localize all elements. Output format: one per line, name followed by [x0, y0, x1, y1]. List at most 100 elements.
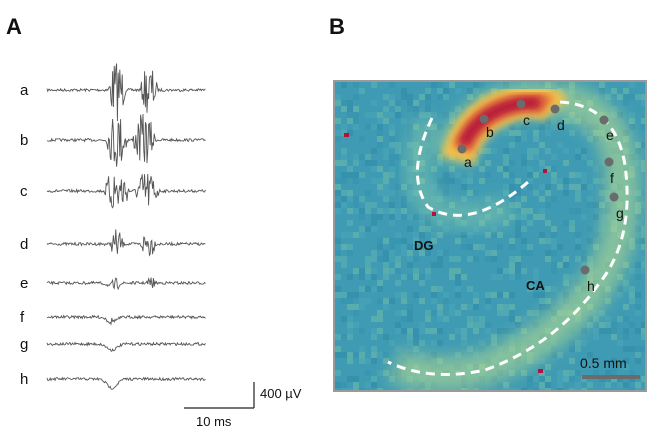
panel-b-label: B [329, 14, 345, 39]
noise-pixel [485, 340, 491, 346]
noise-pixel [629, 250, 635, 256]
noise-pixel [371, 106, 377, 112]
noise-pixel [353, 250, 359, 256]
noise-pixel [407, 142, 413, 148]
noise-pixel [587, 106, 593, 112]
noise-pixel [473, 88, 479, 94]
noise-pixel [467, 178, 473, 184]
noise-pixel [431, 328, 437, 334]
noise-pixel [425, 94, 431, 100]
noise-pixel [473, 100, 479, 106]
noise-pixel [353, 322, 359, 328]
noise-pixel [635, 328, 641, 334]
noise-pixel [419, 232, 425, 238]
noise-pixel [641, 172, 645, 178]
electrode-h [580, 265, 590, 275]
noise-pixel [503, 154, 509, 160]
noise-pixel [353, 100, 359, 106]
noise-pixel [461, 220, 467, 226]
noise-pixel [617, 184, 623, 190]
noise-pixel [593, 136, 599, 142]
noise-pixel [533, 136, 539, 142]
electrode-label-f: f [610, 170, 614, 186]
noise-pixel [509, 172, 515, 178]
noise-pixel [527, 376, 533, 382]
noise-pixel [419, 208, 425, 214]
noise-pixel [533, 154, 539, 160]
noise-pixel [335, 286, 341, 292]
noise-pixel [605, 268, 611, 274]
noise-pixel [419, 106, 425, 112]
noise-pixel [389, 358, 395, 364]
noise-pixel [425, 328, 431, 334]
noise-pixel [359, 328, 365, 334]
noise-pixel [407, 244, 413, 250]
noise-pixel [353, 172, 359, 178]
noise-pixel [365, 148, 371, 154]
noise-pixel [605, 298, 611, 304]
noise-pixel [605, 316, 611, 322]
noise-pixel [587, 202, 593, 208]
noise-pixel [527, 184, 533, 190]
noise-pixel [359, 196, 365, 202]
noise-pixel [521, 226, 527, 232]
noise-pixel [503, 166, 509, 172]
noise-pixel [419, 340, 425, 346]
noise-pixel [575, 340, 581, 346]
noise-pixel [551, 106, 557, 112]
noise-pixel [605, 130, 611, 136]
electrode-g [609, 192, 619, 202]
noise-pixel [497, 244, 503, 250]
noise-pixel [413, 328, 419, 334]
electrode-e [599, 115, 609, 125]
noise-pixel [569, 208, 575, 214]
noise-pixel [347, 244, 353, 250]
noise-pixel [347, 250, 353, 256]
ca-outline [387, 100, 629, 376]
noise-pixel [377, 136, 383, 142]
noise-pixel [479, 82, 485, 88]
noise-pixel [359, 262, 365, 268]
noise-pixel [335, 94, 341, 100]
noise-pixel [389, 238, 395, 244]
noise-pixel [551, 172, 557, 178]
noise-pixel [623, 328, 629, 334]
noise-pixel [491, 94, 497, 100]
trace-g [46, 341, 206, 352]
noise-pixel [587, 262, 593, 268]
noise-pixel [509, 196, 515, 202]
noise-pixel [611, 220, 617, 226]
noise-pixel [407, 94, 413, 100]
noise-pixel [371, 220, 377, 226]
noise-pixel [545, 184, 551, 190]
noise-pixel [557, 184, 563, 190]
noise-pixel [569, 172, 575, 178]
electrode-label-b: b [486, 124, 494, 140]
noise-pixel [575, 328, 581, 334]
noise-pixel [395, 310, 401, 316]
noise-pixel [401, 268, 407, 274]
noise-pixel [509, 130, 515, 136]
noise-pixel [623, 142, 629, 148]
noise-pixel [389, 274, 395, 280]
noise-pixel [545, 304, 551, 310]
noise-pixel [419, 220, 425, 226]
noise-pixel [371, 376, 377, 382]
noise-pixel [515, 346, 521, 352]
noise-pixel [635, 364, 641, 370]
noise-pixel [503, 106, 509, 112]
noise-pixel [401, 208, 407, 214]
noise-pixel [479, 382, 485, 388]
noise-pixel [341, 148, 347, 154]
noise-pixel [479, 202, 485, 208]
noise-pixel [449, 118, 455, 124]
noise-pixel [629, 112, 635, 118]
noise-pixel [587, 238, 593, 244]
noise-pixel [347, 376, 353, 382]
noise-pixel [401, 184, 407, 190]
noise-pixel [365, 226, 371, 232]
noise-pixel [551, 118, 557, 124]
noise-pixel [413, 364, 419, 370]
noise-pixel [521, 238, 527, 244]
noise-pixel [581, 328, 587, 334]
